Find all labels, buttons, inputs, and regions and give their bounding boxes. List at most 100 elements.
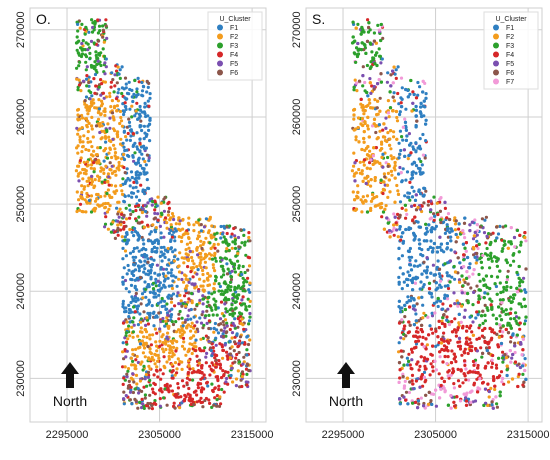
data-point [196, 221, 200, 225]
data-point [373, 178, 377, 183]
data-point [81, 144, 85, 149]
legend-marker [493, 78, 499, 85]
data-point [453, 302, 457, 306]
data-point [360, 172, 364, 176]
data-point [200, 363, 204, 368]
data-point [478, 387, 482, 391]
data-point [438, 396, 442, 400]
data-point [149, 357, 154, 361]
data-point [435, 265, 439, 270]
data-point [454, 219, 458, 223]
data-point [509, 317, 513, 321]
data-point [463, 359, 467, 363]
data-point [230, 331, 235, 335]
data-point [500, 380, 504, 384]
data-point [389, 147, 393, 151]
data-point [375, 63, 379, 68]
data-point [126, 367, 131, 371]
data-point [79, 156, 83, 160]
data-point [412, 264, 416, 268]
data-point [105, 210, 110, 214]
data-point [475, 233, 479, 237]
data-point [498, 298, 502, 302]
data-point [104, 215, 108, 219]
data-point [246, 268, 250, 272]
data-point [84, 26, 88, 30]
data-point [199, 258, 203, 262]
data-point [177, 216, 181, 220]
data-point [386, 155, 390, 160]
data-point [148, 367, 152, 371]
data-point [128, 124, 132, 128]
data-point [513, 344, 517, 348]
data-point [232, 349, 236, 353]
data-point [226, 287, 230, 291]
data-point [135, 354, 139, 359]
data-point [128, 208, 132, 212]
data-point [97, 176, 101, 180]
data-point [397, 361, 402, 365]
data-point [414, 125, 418, 129]
data-point [138, 342, 143, 346]
data-point [201, 268, 205, 273]
data-point [410, 358, 414, 362]
data-point [156, 195, 160, 199]
data-point [239, 286, 243, 290]
data-point [247, 322, 251, 326]
data-point [413, 237, 417, 241]
data-point [130, 95, 134, 99]
data-point [99, 169, 103, 173]
data-point [164, 274, 168, 278]
data-point [211, 351, 215, 355]
data-point [136, 221, 140, 225]
data-point [515, 286, 519, 290]
legend-label: F7 [506, 79, 514, 86]
data-point [490, 259, 494, 263]
data-point [408, 305, 412, 309]
data-point [422, 260, 426, 264]
data-point [451, 371, 455, 375]
data-point [354, 138, 358, 142]
data-point [124, 105, 128, 109]
data-point [129, 170, 134, 174]
data-point [438, 197, 442, 201]
data-point [178, 330, 182, 334]
data-point [424, 96, 428, 100]
data-point [434, 368, 438, 372]
data-point [136, 387, 140, 391]
data-point [142, 346, 147, 350]
data-point [472, 383, 476, 387]
data-point [412, 304, 416, 308]
data-point [412, 297, 416, 301]
data-point [404, 227, 408, 232]
data-point [173, 361, 178, 365]
data-point [150, 203, 154, 207]
data-point [134, 291, 138, 296]
data-point [398, 227, 402, 231]
data-point [95, 56, 99, 60]
data-point [372, 196, 376, 200]
data-point [359, 198, 363, 202]
data-point [386, 171, 390, 175]
data-point [218, 317, 223, 321]
data-point [489, 251, 493, 255]
data-point [135, 276, 139, 280]
data-point [243, 240, 247, 244]
panel-label: S. [312, 11, 325, 27]
data-point [191, 367, 195, 371]
data-point [240, 298, 244, 302]
data-point [362, 48, 366, 52]
data-point [391, 109, 395, 113]
data-point [178, 360, 182, 364]
data-point [159, 265, 163, 270]
data-point [496, 232, 501, 236]
data-point [392, 156, 396, 160]
data-point [237, 344, 241, 348]
data-point [214, 274, 218, 278]
data-point [181, 332, 185, 337]
data-point [151, 390, 155, 394]
data-point [457, 222, 461, 226]
data-point [153, 271, 157, 275]
data-point [125, 167, 129, 171]
data-point [246, 342, 251, 347]
